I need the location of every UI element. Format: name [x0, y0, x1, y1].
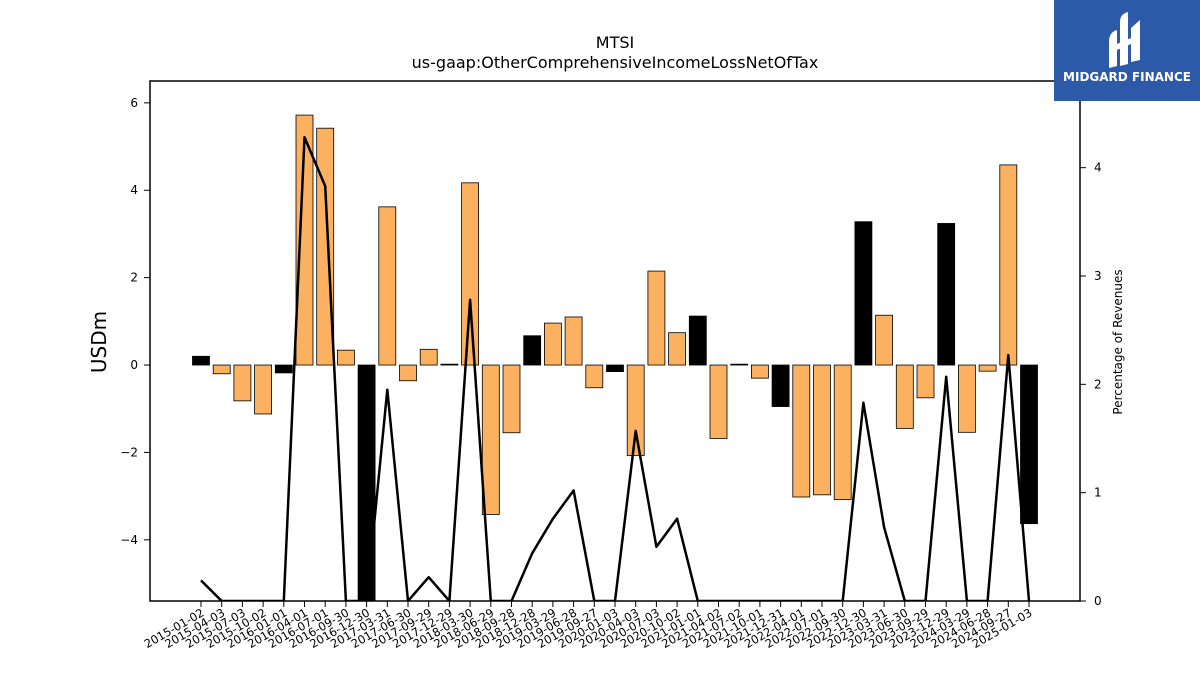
y2-tick-label: 0 — [1094, 594, 1102, 608]
brand-name: MIDGARD FINANCE — [1063, 70, 1191, 84]
bar-2023-12-29 — [937, 223, 956, 366]
brand-logo: MIDGARD FINANCE — [1054, 0, 1200, 101]
bar-2016-09-30 — [336, 349, 355, 366]
bar-2015-10-02 — [254, 364, 273, 415]
bar-2018-12-28 — [523, 335, 542, 366]
bar-2023-06-30 — [895, 364, 914, 429]
y-tick-label: 0 — [130, 358, 138, 372]
bar-2017-09-29 — [419, 348, 438, 366]
y-tick-label: −2 — [120, 445, 138, 459]
bar-2016-01-01 — [274, 364, 293, 374]
bar-2016-07-01 — [316, 127, 335, 366]
chart-subtitle: us-gaap:OtherComprehensiveIncomeLossNetO… — [412, 53, 819, 72]
bar-2021-07-02 — [730, 363, 749, 366]
axes-layer: −4−20246012342015-01-022015-04-032015-07… — [120, 80, 1102, 651]
y-tick-label: 6 — [130, 96, 138, 110]
logo-mark — [1109, 12, 1140, 68]
bar-2024-06-28 — [978, 364, 997, 372]
bar-2024-09-27 — [999, 164, 1018, 366]
bar-2017-12-29 — [440, 363, 459, 366]
logo-mark-right — [1131, 20, 1140, 62]
bar-2024-03-29 — [958, 364, 976, 433]
y2-tick-label: 1 — [1094, 486, 1102, 500]
bars-layer — [192, 114, 1038, 601]
bar-2018-03-30 — [461, 182, 480, 366]
bar-2021-04-02 — [709, 364, 728, 439]
bar-2019-03-29 — [544, 322, 562, 366]
bar-2015-07-03 — [233, 364, 252, 402]
bar-2021-10-01 — [751, 364, 769, 379]
bar-2023-09-29 — [916, 364, 935, 399]
y-tick-label: 2 — [130, 271, 138, 285]
bar-2020-10-02 — [668, 332, 686, 366]
y-tick-label: 4 — [130, 183, 138, 197]
bar-2015-01-02 — [192, 355, 210, 366]
bar-2023-03-31 — [875, 314, 893, 366]
bar-2022-04-01 — [792, 364, 811, 498]
bar-2025-01-03 — [1020, 364, 1038, 525]
bar-2020-07-03 — [647, 270, 666, 366]
bar-2018-09-28 — [502, 364, 521, 434]
midgard-logo-icon: MIDGARD FINANCE — [1054, 0, 1200, 101]
revenue-pct-line — [200, 136, 1031, 601]
bar-2022-12-30 — [854, 221, 873, 366]
bar-2020-01-03 — [606, 364, 624, 372]
logo-mark-mid — [1120, 12, 1128, 66]
y-axis-label: USDm — [87, 311, 111, 373]
bar-2017-06-30 — [399, 364, 417, 382]
bar-2021-12-31 — [771, 364, 790, 407]
bar-2015-04-03 — [212, 364, 231, 375]
y2-tick-label: 2 — [1094, 377, 1102, 391]
y2-tick-label: 4 — [1094, 161, 1102, 175]
bar-2019-06-28 — [564, 316, 583, 366]
bar-2019-09-27 — [585, 364, 604, 389]
bar-2016-04-01 — [295, 114, 314, 366]
bar-2022-09-30 — [833, 364, 852, 501]
logo-mark-left — [1109, 30, 1117, 68]
bar-2021-01-01 — [688, 315, 707, 366]
y-tick-label: −4 — [120, 533, 138, 547]
bar-2022-07-01 — [813, 364, 831, 496]
logo-mark-bridge — [1117, 38, 1131, 50]
line-layer — [200, 136, 1031, 601]
bar-2016-12-30 — [357, 364, 376, 601]
bar-2018-06-29 — [481, 364, 500, 515]
y2-axis-label: Percentage of Revenues — [1111, 269, 1125, 414]
bar-2020-04-03 — [626, 364, 645, 456]
bar-2017-03-31 — [378, 206, 397, 366]
chart-title: MTSI — [596, 33, 634, 52]
y2-tick-label: 3 — [1094, 269, 1102, 283]
